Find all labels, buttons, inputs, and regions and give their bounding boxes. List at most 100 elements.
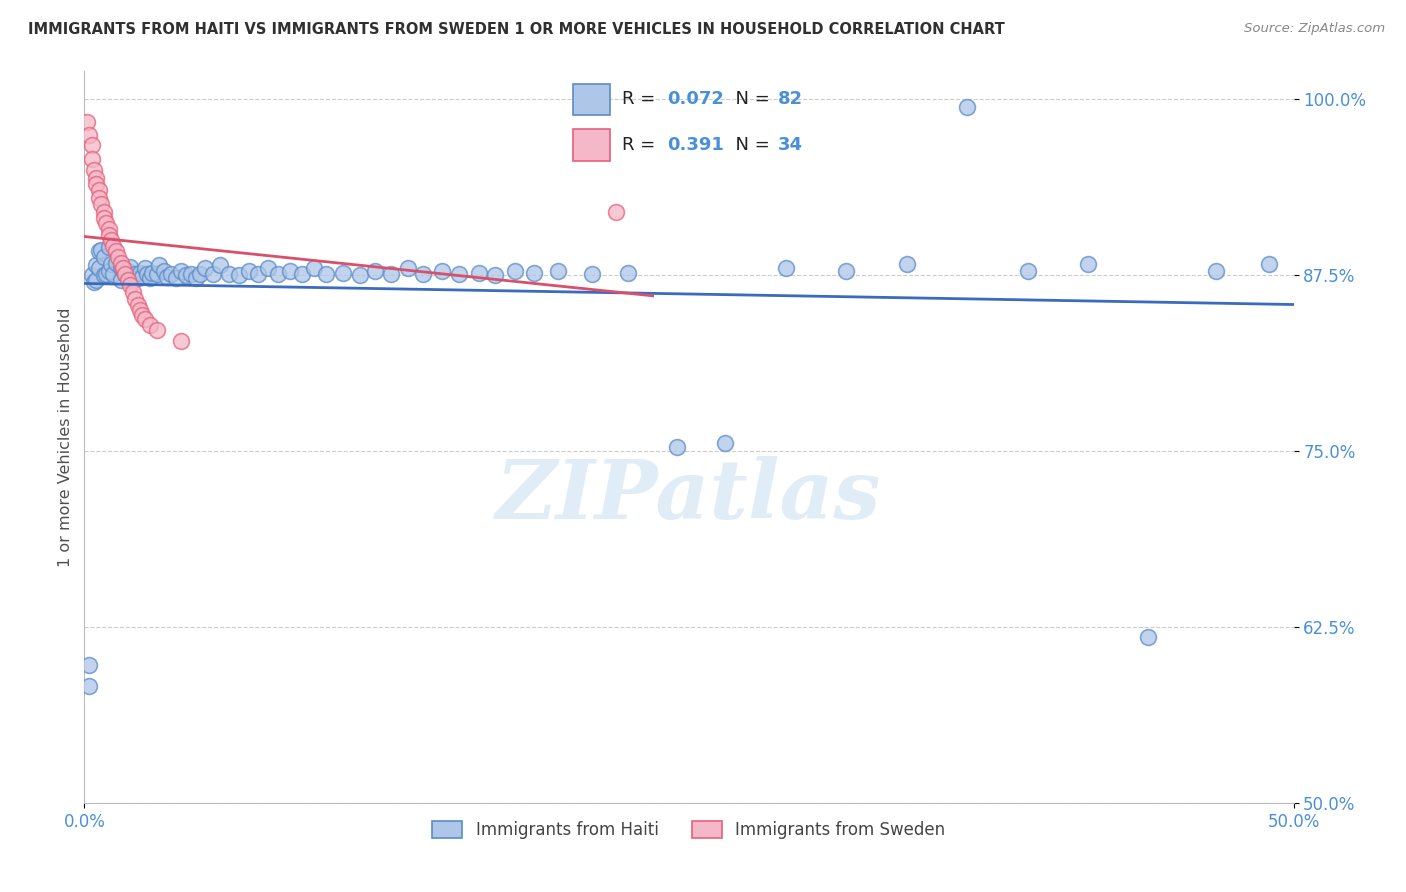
Point <box>104 244 127 259</box>
Point <box>97 222 120 236</box>
Point <box>129 266 152 280</box>
Point <box>93 268 115 283</box>
Point <box>134 312 156 326</box>
Point <box>86 171 108 186</box>
Point <box>87 182 110 196</box>
Point <box>349 268 371 283</box>
Text: IMMIGRANTS FROM HAITI VS IMMIGRANTS FROM SWEDEN 1 OR MORE VEHICLES IN HOUSEHOLD : IMMIGRANTS FROM HAITI VS IMMIGRANTS FROM… <box>28 22 1005 37</box>
Point <box>112 261 135 276</box>
Point <box>138 318 160 332</box>
Point <box>484 268 506 283</box>
Point <box>124 267 146 281</box>
Point <box>121 272 143 286</box>
Point <box>315 267 337 281</box>
Point <box>131 269 153 284</box>
Point <box>617 266 640 280</box>
Point <box>80 268 103 283</box>
Point <box>77 657 100 672</box>
Point <box>148 259 170 273</box>
Point <box>1017 264 1039 278</box>
Point <box>94 267 117 281</box>
Point <box>77 128 100 142</box>
Point <box>127 298 149 312</box>
Point <box>114 267 136 281</box>
Point <box>86 177 108 191</box>
Point <box>302 261 325 276</box>
Point <box>87 244 110 259</box>
Point <box>257 261 280 276</box>
Point <box>103 267 125 281</box>
Point <box>110 255 132 269</box>
Point <box>124 292 146 306</box>
Point <box>165 271 187 285</box>
Point <box>247 267 270 281</box>
Point <box>194 261 217 276</box>
Point <box>503 264 526 278</box>
Point <box>396 261 419 276</box>
Point <box>332 266 354 280</box>
Point <box>90 243 112 257</box>
Point <box>153 264 176 278</box>
Point <box>120 260 142 274</box>
Point <box>90 196 112 211</box>
Point <box>93 205 115 219</box>
Point <box>97 240 120 254</box>
Point <box>134 261 156 276</box>
Point <box>380 267 402 281</box>
Point <box>83 276 105 290</box>
Point <box>87 261 110 276</box>
Point <box>267 267 290 281</box>
Point <box>775 261 797 276</box>
Point <box>114 267 136 281</box>
Y-axis label: 1 or more Vehicles in Household: 1 or more Vehicles in Household <box>58 308 73 566</box>
Point <box>93 250 115 264</box>
Point <box>77 679 100 693</box>
Point <box>170 264 193 278</box>
Point <box>136 267 159 281</box>
Point <box>184 271 207 285</box>
Point <box>112 262 135 277</box>
Point <box>86 259 108 273</box>
Point <box>228 268 250 283</box>
Point <box>605 205 627 219</box>
Text: Source: ZipAtlas.com: Source: ZipAtlas.com <box>1244 22 1385 36</box>
Point <box>896 257 918 271</box>
Point <box>432 264 454 278</box>
Point <box>80 152 103 166</box>
Point <box>467 266 489 280</box>
Point <box>160 267 183 281</box>
Point <box>141 266 163 280</box>
Point <box>110 261 132 276</box>
Point <box>238 264 260 278</box>
Point <box>174 268 197 283</box>
Point <box>208 259 231 273</box>
Point <box>449 267 471 281</box>
Point <box>547 264 569 278</box>
Point <box>117 264 139 278</box>
Point <box>218 267 240 281</box>
Point <box>665 440 688 454</box>
Point <box>117 272 139 286</box>
Point <box>714 435 737 450</box>
Point <box>100 233 122 247</box>
Point <box>180 267 202 281</box>
Point <box>121 285 143 300</box>
Legend: Immigrants from Haiti, Immigrants from Sweden: Immigrants from Haiti, Immigrants from S… <box>426 814 952 846</box>
Point <box>86 272 108 286</box>
Point <box>103 239 125 253</box>
Point <box>835 264 858 278</box>
Point <box>138 271 160 285</box>
Point <box>155 269 177 284</box>
Point <box>1205 264 1227 278</box>
Point <box>278 264 301 278</box>
Point <box>100 257 122 271</box>
Point <box>1258 257 1281 271</box>
Point <box>170 334 193 349</box>
Point <box>87 191 110 205</box>
Point <box>110 272 132 286</box>
Point <box>80 137 103 152</box>
Point <box>76 115 98 129</box>
Point <box>291 267 314 281</box>
Point <box>1137 630 1160 644</box>
Point <box>1077 257 1099 271</box>
